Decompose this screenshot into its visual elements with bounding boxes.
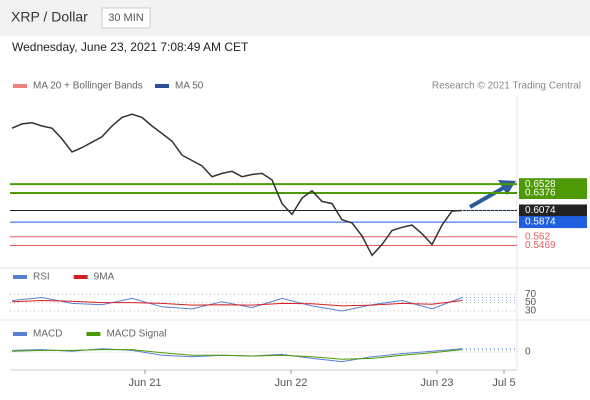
- credit: Research © 2021 Trading Central: [432, 81, 581, 92]
- legend-label: MACD: [33, 329, 62, 340]
- level-label: 0.6376: [525, 188, 556, 199]
- legend-swatch: [86, 332, 101, 336]
- legend-swatch: [13, 275, 27, 279]
- interval-box[interactable]: [101, 7, 151, 29]
- legend-swatch: [155, 84, 169, 88]
- legend-label: RSI: [33, 272, 50, 283]
- timestamp: Wednesday, June 23, 2021 7:08:49 AM CET: [12, 40, 249, 54]
- legend-swatch: [13, 84, 27, 88]
- level-label: 0.6528: [525, 179, 556, 190]
- legend-label: 9MA: [94, 272, 115, 283]
- x-tick-label: Jun 23: [420, 377, 453, 389]
- forecast-arrow: [469, 185, 506, 209]
- legend-label: MACD Signal: [106, 329, 166, 340]
- title: XRP / Dollar: [11, 9, 88, 25]
- level-label: 0.5469: [525, 240, 556, 251]
- y-tick-label: 0: [525, 347, 531, 358]
- legend-swatch: [73, 275, 88, 279]
- x-tick-label: Jun 22: [274, 377, 307, 389]
- interval[interactable]: 30 MIN: [108, 12, 144, 24]
- level-tag: [519, 204, 587, 217]
- legend-label: MA 50: [175, 81, 204, 92]
- data-line: [11, 349, 463, 360]
- y-tick-label: 30: [525, 306, 537, 317]
- header-bar: [0, 0, 590, 36]
- level-label: 0.562: [525, 231, 550, 242]
- y-tick-label: 50: [525, 297, 537, 308]
- legend-swatch: [13, 332, 27, 336]
- x-tick-label: Jun 21: [128, 377, 161, 389]
- y-tick-label: 70: [525, 289, 537, 300]
- level-label: 0.6074: [525, 205, 556, 216]
- level-tag: [519, 186, 587, 199]
- data-line: [11, 113, 463, 257]
- level-tag: [519, 216, 587, 229]
- x-tick-label: Jul 5: [492, 377, 515, 389]
- level-label: 0.5874: [525, 217, 556, 228]
- data-line: [11, 299, 463, 307]
- legend-label: MA 20 + Bollinger Bands: [33, 81, 143, 92]
